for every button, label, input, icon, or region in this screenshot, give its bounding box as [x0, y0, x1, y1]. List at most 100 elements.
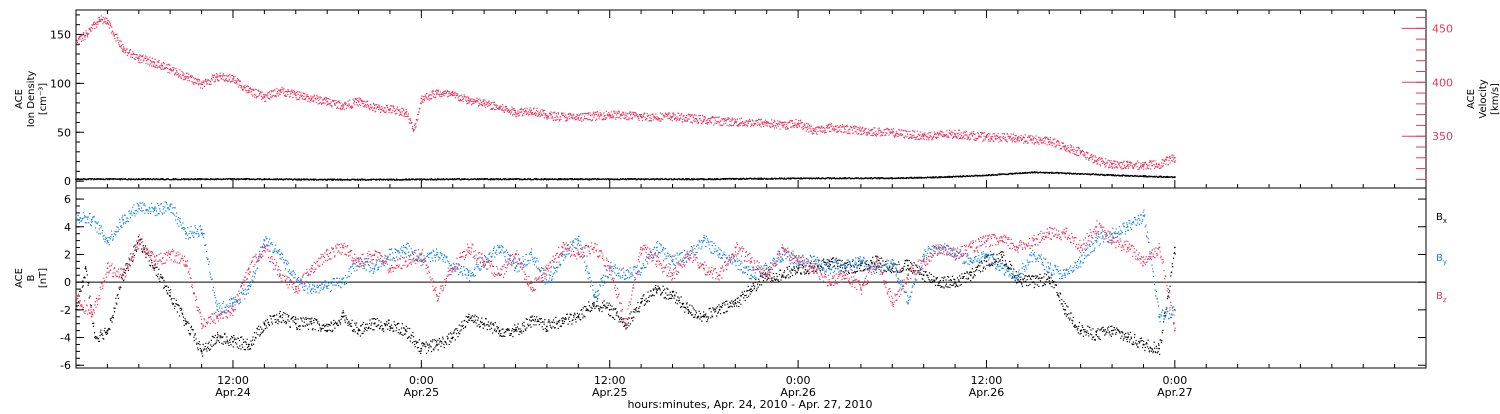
data-point — [1003, 136, 1004, 137]
data-point — [757, 122, 758, 123]
data-point — [503, 107, 504, 108]
data-point — [675, 114, 676, 115]
data-point — [673, 114, 674, 115]
data-point — [916, 137, 917, 138]
data-point — [966, 135, 967, 136]
data-point — [204, 86, 205, 87]
data-point — [502, 108, 503, 109]
data-point — [267, 92, 268, 93]
data-point — [395, 110, 396, 111]
data-point — [351, 105, 352, 106]
data-point — [211, 84, 212, 85]
data-point — [511, 109, 512, 110]
data-point — [831, 126, 832, 127]
data-point — [1166, 159, 1167, 160]
data-point — [431, 94, 432, 95]
data-point — [1147, 165, 1148, 166]
data-point — [964, 131, 965, 132]
data-point — [474, 99, 475, 100]
data-point — [524, 111, 525, 112]
data-point — [572, 116, 573, 117]
data-point — [91, 27, 92, 28]
data-point — [1116, 166, 1117, 167]
data-point — [130, 49, 131, 50]
data-point — [1064, 172, 1066, 174]
data-point — [1015, 142, 1016, 143]
data-point — [1058, 145, 1059, 146]
data-point — [878, 128, 879, 129]
data-point — [523, 113, 524, 114]
data-point — [550, 114, 551, 115]
data-point — [123, 48, 124, 49]
data-point — [692, 122, 693, 123]
data-point — [1025, 134, 1026, 135]
data-point — [772, 124, 773, 125]
data-point — [949, 130, 950, 131]
data-point — [859, 128, 860, 129]
data-point — [563, 113, 564, 114]
data-point — [236, 80, 237, 81]
data-point — [1137, 166, 1138, 167]
data-point — [1049, 144, 1050, 145]
data-point — [1170, 156, 1171, 157]
data-point — [963, 136, 964, 137]
top-left-tick-label: 0 — [64, 175, 71, 188]
data-point — [577, 117, 579, 119]
data-point — [373, 107, 375, 109]
data-point — [414, 125, 415, 126]
data-point — [776, 123, 777, 124]
data-point — [788, 128, 789, 129]
data-point — [386, 111, 387, 112]
data-point — [138, 58, 140, 60]
data-point — [1056, 144, 1057, 145]
data-point — [75, 178, 77, 180]
data-point — [300, 92, 301, 93]
data-point — [538, 113, 539, 114]
data-point — [258, 91, 259, 92]
bottom-left-tick-label: 4 — [64, 221, 71, 234]
data-point — [105, 17, 106, 18]
data-point — [750, 121, 751, 122]
data-point — [230, 77, 231, 78]
data-point — [114, 38, 115, 39]
data-point — [558, 113, 559, 114]
data-point — [1143, 175, 1145, 177]
data-point — [571, 115, 572, 116]
data-point — [1111, 160, 1112, 161]
data-point — [374, 105, 375, 106]
data-point — [402, 115, 403, 116]
data-point — [128, 179, 129, 180]
data-point — [470, 99, 471, 100]
data-point — [132, 51, 133, 52]
data-point — [1085, 154, 1086, 155]
data-point — [696, 118, 697, 119]
data-point — [178, 77, 179, 78]
data-point — [141, 62, 142, 63]
data-point — [179, 69, 180, 70]
data-point — [120, 179, 121, 180]
data-point — [918, 139, 919, 140]
data-point — [532, 112, 533, 113]
data-point — [1174, 157, 1176, 159]
data-point — [256, 89, 257, 90]
data-point — [1020, 135, 1021, 136]
data-point — [188, 78, 189, 79]
data-point — [250, 92, 251, 93]
data-point — [629, 118, 630, 119]
data-point — [234, 76, 235, 77]
data-point — [1131, 162, 1132, 163]
data-point — [423, 96, 424, 97]
data-point — [343, 107, 344, 108]
data-point — [373, 104, 374, 105]
data-point — [176, 70, 177, 71]
data-point — [111, 32, 112, 33]
data-point — [1024, 137, 1025, 138]
data-point — [444, 95, 445, 96]
data-point — [929, 132, 930, 133]
data-point — [290, 96, 291, 97]
data-point — [752, 124, 753, 125]
data-point — [743, 123, 744, 124]
data-point — [483, 103, 485, 105]
data-point — [930, 132, 931, 133]
